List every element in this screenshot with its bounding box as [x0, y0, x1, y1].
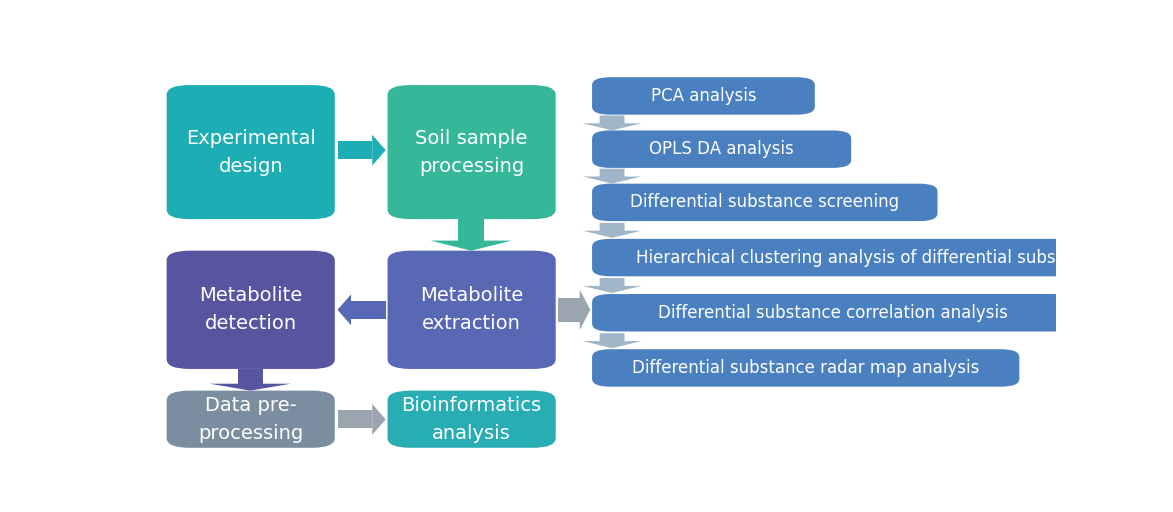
- Text: Differential substance screening: Differential substance screening: [630, 194, 900, 211]
- Polygon shape: [579, 290, 590, 330]
- Text: PCA analysis: PCA analysis: [651, 87, 757, 105]
- Polygon shape: [583, 168, 642, 184]
- FancyBboxPatch shape: [387, 251, 556, 369]
- FancyBboxPatch shape: [387, 391, 556, 448]
- Polygon shape: [372, 135, 386, 165]
- FancyBboxPatch shape: [167, 251, 334, 369]
- FancyBboxPatch shape: [387, 85, 556, 219]
- Text: Metabolite
extraction: Metabolite extraction: [420, 286, 523, 333]
- Polygon shape: [338, 410, 372, 429]
- Text: OPLS DA analysis: OPLS DA analysis: [649, 140, 794, 158]
- Polygon shape: [459, 219, 484, 241]
- Polygon shape: [583, 115, 642, 131]
- FancyBboxPatch shape: [592, 77, 815, 115]
- Polygon shape: [583, 223, 642, 238]
- Text: Metabolite
detection: Metabolite detection: [199, 286, 303, 333]
- FancyBboxPatch shape: [592, 184, 937, 221]
- Polygon shape: [237, 369, 263, 383]
- FancyBboxPatch shape: [592, 131, 852, 168]
- FancyBboxPatch shape: [592, 239, 1155, 276]
- Polygon shape: [338, 141, 372, 159]
- Polygon shape: [557, 298, 579, 322]
- Polygon shape: [583, 333, 642, 348]
- Text: Experimental
design: Experimental design: [185, 129, 316, 176]
- Text: Differential substance correlation analysis: Differential substance correlation analy…: [658, 304, 1008, 322]
- Text: Differential substance radar map analysis: Differential substance radar map analysi…: [632, 359, 979, 377]
- Polygon shape: [430, 241, 511, 251]
- FancyBboxPatch shape: [592, 349, 1019, 387]
- Polygon shape: [351, 301, 386, 319]
- FancyBboxPatch shape: [167, 391, 334, 448]
- Text: Soil sample
processing: Soil sample processing: [415, 129, 528, 176]
- Text: Data pre-
processing: Data pre- processing: [198, 396, 304, 443]
- Polygon shape: [338, 294, 351, 325]
- Polygon shape: [372, 404, 386, 435]
- Polygon shape: [210, 383, 291, 391]
- Polygon shape: [583, 278, 642, 293]
- FancyBboxPatch shape: [167, 85, 334, 219]
- FancyBboxPatch shape: [592, 294, 1074, 331]
- Text: Hierarchical clustering analysis of differential substances: Hierarchical clustering analysis of diff…: [637, 248, 1111, 267]
- Text: Bioinformatics
analysis: Bioinformatics analysis: [401, 396, 542, 443]
